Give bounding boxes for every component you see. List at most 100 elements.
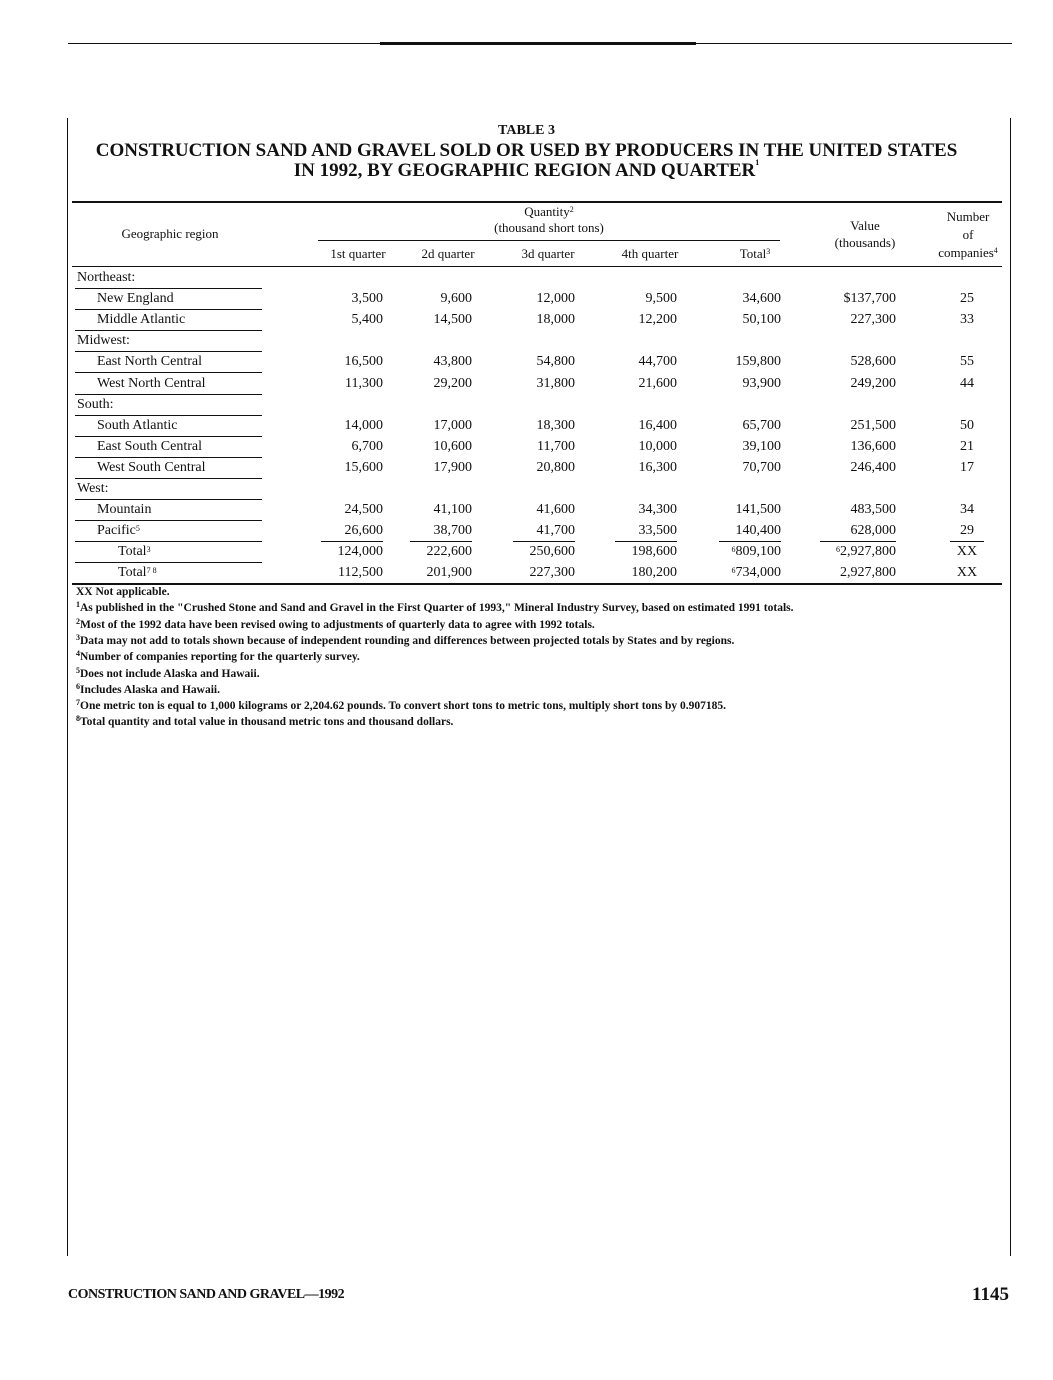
cell-total: 65,700	[681, 417, 782, 434]
table-title-line1: CONSTRUCTION SAND AND GRAVEL SOLD OR USE…	[95, 140, 958, 161]
cell-value: 141,500	[735, 502, 782, 518]
cell-value: 112,500	[338, 565, 383, 581]
row-label-text: Midwest:	[77, 333, 130, 349]
cell-value: 5,400	[351, 312, 384, 328]
cell-value: 26,600	[344, 523, 384, 539]
row-label: Middle Atlantic	[97, 312, 185, 328]
row-label: New England	[97, 291, 174, 307]
cell-value: 17,000	[433, 417, 473, 433]
cell-value: 2,927,800	[840, 544, 896, 560]
footnote: XX Not applicable.	[76, 586, 170, 598]
row-label: East North Central	[97, 354, 202, 370]
footnote: 6Includes Alaska and Hawaii.	[76, 682, 220, 696]
right-margin-line	[1010, 118, 1011, 1256]
row-label: South Atlantic	[97, 418, 178, 434]
cell-q2: 10,600	[372, 439, 473, 455]
cell-value: 180,200	[631, 565, 678, 581]
footnote-mark: 2	[76, 616, 80, 626]
cell-value: 16,500	[344, 354, 384, 370]
cell-q4: 10,000	[577, 439, 678, 455]
sum-rule	[820, 541, 896, 543]
cell-value: XX	[956, 565, 978, 581]
cell-q1: 16,500	[283, 354, 384, 370]
cell-q2: 14,500	[372, 312, 473, 328]
cell-value: 17,900	[433, 459, 473, 475]
footnote-mark: 5	[135, 524, 140, 534]
cell-value: 2,927,800	[840, 565, 896, 581]
cell-value: 34	[960, 502, 974, 518]
cell-q3: 18,000	[475, 312, 576, 328]
cell-value: 734,000	[735, 565, 782, 581]
row-label: Mountain	[97, 502, 151, 518]
cell-value: XX	[956, 544, 978, 560]
quantity-underline	[318, 240, 780, 241]
cell-value: 159,800	[735, 354, 782, 370]
row-label-rule	[75, 520, 262, 522]
row-label: West South Central	[97, 460, 206, 476]
cell-value: 140,400	[735, 523, 782, 539]
footnote: 7One metric ton is equal to 1,000 kilogr…	[76, 698, 726, 712]
cell-q3: 41,600	[475, 502, 576, 518]
footnote-mark: 8	[76, 714, 80, 724]
cell-value: 483,500	[850, 502, 897, 518]
title-text: IN 1992, BY GEOGRAPHIC REGION AND QUARTE…	[293, 160, 756, 181]
cell-q2: 17,900	[372, 459, 473, 476]
footnote-text: Data may not add to totals shown because…	[80, 634, 735, 647]
header-companies-2: of	[962, 227, 974, 242]
row-label-text: Mountain	[97, 502, 152, 518]
cell-companies: 34	[937, 502, 997, 518]
cell-companies: 33	[937, 312, 997, 328]
header-quantity: Quantity2	[318, 204, 780, 220]
cell-value: 528,600	[796, 354, 897, 370]
cell-q3: 227,300	[475, 565, 576, 581]
footnote-mark: 6	[836, 545, 840, 555]
footnote-mark: 6	[731, 566, 736, 576]
cell-value: 50	[960, 417, 974, 433]
cell-value: 249,200	[850, 375, 897, 391]
cell-value: 9,500	[645, 291, 678, 307]
cell-q1: 3,500	[283, 291, 384, 307]
cell-companies: XX	[937, 565, 997, 581]
footnote: 5Does not include Alaska and Hawaii.	[76, 666, 260, 680]
footnote-mark: 4	[993, 246, 998, 255]
footnote-text: Does not include Alaska and Hawaii.	[80, 667, 260, 680]
cell-q3: 20,800	[475, 460, 576, 476]
cell-companies: 25	[937, 291, 997, 307]
cell-value: 201,900	[426, 565, 473, 581]
cell-q4: 21,600	[577, 376, 678, 392]
footnote: 1As published in the "Crushed Stone and …	[76, 600, 794, 615]
row-label-rule	[75, 309, 262, 311]
cell-value: 29	[960, 523, 974, 539]
header-value: Value	[850, 218, 880, 233]
footnote-text: As published in the "Crushed Stone and S…	[80, 602, 794, 615]
cell-q4: 180,200	[577, 565, 678, 581]
row-label-rule	[75, 351, 262, 353]
cell-value: 18,300	[536, 417, 576, 433]
cell-value: 54,800	[536, 354, 576, 370]
header-q3: 3d quarter	[521, 246, 575, 261]
cell-value: 44	[960, 375, 974, 391]
row-label: East South Central	[97, 439, 202, 455]
cell-value: 16,300	[638, 459, 678, 475]
footnote-mark: 1	[76, 600, 80, 610]
cell-value: 246,400	[850, 459, 897, 475]
cell-value: 34,300	[638, 502, 678, 518]
row-label-rule	[75, 330, 262, 332]
footnote: 2Most of the 1992 data have been revised…	[76, 616, 595, 631]
cell-value: 246,400	[796, 459, 897, 476]
cell-companies: 17	[937, 460, 997, 476]
cell-q4: 12,200	[577, 312, 678, 328]
footnote-mark: 3	[766, 247, 771, 256]
cell-value: 251,500	[796, 418, 897, 434]
cell-q2: 43,800	[372, 354, 473, 370]
footnote-mark: 2	[569, 205, 574, 214]
row-label: Total3	[118, 544, 151, 560]
header-companies-1: Number	[946, 209, 990, 224]
cell-value: 31,800	[536, 375, 576, 391]
cell-companies: 21	[937, 439, 997, 455]
cell-value: 65,700	[742, 417, 782, 433]
cell-total: 141,500	[681, 502, 782, 518]
cell-value: 628,000	[850, 523, 897, 539]
cell-value: 43,800	[433, 354, 473, 370]
